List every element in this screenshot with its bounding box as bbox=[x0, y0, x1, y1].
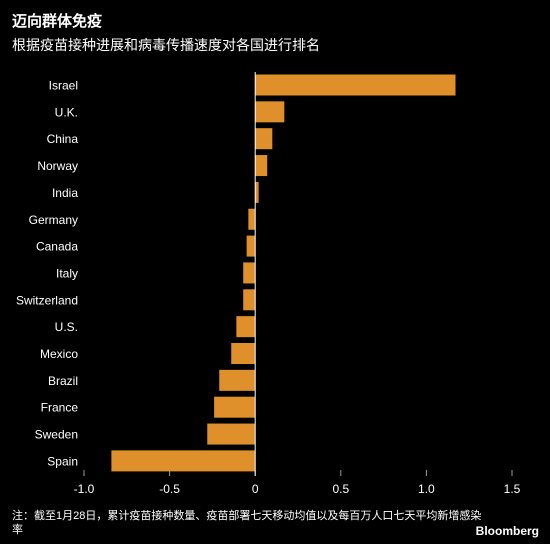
category-label: India bbox=[52, 186, 78, 200]
category-label: U.K. bbox=[55, 105, 78, 119]
x-tick-label: -0.5 bbox=[159, 482, 180, 496]
bar-france bbox=[214, 396, 256, 418]
chart-title: 迈向群体免疫 bbox=[12, 13, 103, 30]
category-label: Sweden bbox=[35, 428, 78, 442]
bar-china bbox=[255, 128, 273, 150]
category-label: Switzerland bbox=[16, 293, 78, 307]
bar-italy bbox=[243, 262, 256, 284]
bloomberg-logo: Bloomberg bbox=[475, 524, 539, 538]
bar-germany bbox=[248, 208, 256, 230]
category-label: Canada bbox=[36, 240, 78, 254]
category-label: Brazil bbox=[48, 374, 78, 388]
bar-mexico bbox=[231, 343, 256, 364]
category-label: Mexico bbox=[40, 347, 78, 361]
footnote: 注：截至1月28日，累计疫苗接种数量、疫苗部署七天移动均值以及每百万人口七天平均… bbox=[12, 510, 482, 536]
category-label: China bbox=[47, 132, 79, 146]
bar-sweden bbox=[207, 423, 256, 445]
category-label: Norway bbox=[37, 159, 78, 173]
x-axis-ticks: -1.0 -0.5 0 0.5 1.0 1.5 bbox=[74, 470, 521, 496]
x-tick-label: -1.0 bbox=[74, 482, 95, 496]
category-label: Israel bbox=[49, 79, 78, 93]
bar-india bbox=[255, 181, 259, 203]
bar-u-k bbox=[255, 101, 285, 123]
category-label: U.S. bbox=[55, 320, 78, 334]
chart-subtitle: 根据疫苗接种进展和病毒传播速度对各国进行排名 bbox=[12, 37, 320, 53]
category-label: France bbox=[41, 401, 79, 415]
x-tick-label: 0 bbox=[252, 482, 259, 496]
category-label: Germany bbox=[29, 213, 78, 227]
bar-switzerland bbox=[243, 289, 256, 311]
bars-layer bbox=[111, 74, 456, 472]
category-label: Spain bbox=[47, 454, 78, 468]
bar-brazil bbox=[219, 369, 256, 391]
category-label: Italy bbox=[56, 266, 78, 280]
bar-israel bbox=[255, 74, 456, 96]
bar-canada bbox=[246, 235, 256, 257]
x-tick-label: 0.5 bbox=[332, 482, 349, 496]
x-tick-label: 1.5 bbox=[504, 482, 521, 496]
bar-u-s bbox=[236, 316, 256, 338]
x-tick-label: 1.0 bbox=[418, 482, 435, 496]
category-labels: Israel U.K. China Norway India Germany Canada I… bbox=[16, 79, 78, 469]
bar-spain bbox=[111, 450, 256, 472]
bar-norway bbox=[255, 155, 268, 177]
